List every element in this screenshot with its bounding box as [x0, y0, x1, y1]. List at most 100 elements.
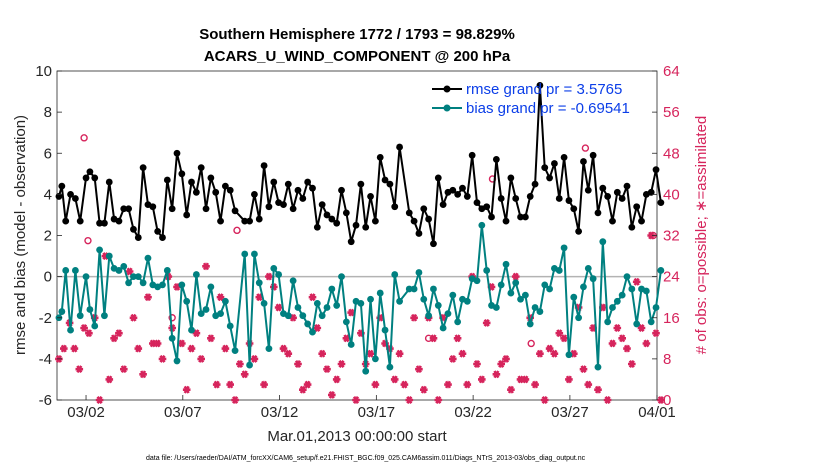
assimilated-marker [497, 360, 505, 368]
bias-point [647, 318, 655, 326]
bias-point [221, 297, 229, 305]
y-right-tick-label: 32 [663, 228, 680, 245]
assimilated-marker [308, 293, 317, 302]
y-left-tick-label: 4 [44, 186, 52, 203]
bias-point [270, 265, 278, 272]
assimilated-marker [303, 380, 312, 389]
rmse-point [425, 215, 433, 223]
assimilated-marker [415, 365, 423, 374]
rmse-point [604, 193, 612, 200]
rmse-point [163, 176, 171, 184]
bias-point [425, 312, 433, 320]
assimilated-marker [453, 334, 462, 343]
bias-point [231, 347, 239, 355]
bias-point [376, 289, 384, 297]
assimilated-marker [507, 385, 515, 394]
assimilated-marker [390, 375, 399, 384]
rmse-point [168, 205, 176, 213]
assimilated-marker [623, 344, 631, 353]
assimilated-marker [110, 334, 118, 343]
bias-point [381, 326, 389, 334]
assimilated-marker [555, 329, 564, 338]
bias-point [575, 314, 583, 322]
bias-point [580, 283, 587, 291]
assimilated-marker [134, 344, 143, 353]
rmse-point [381, 176, 389, 184]
y-axis-left-label: rmse and bias (model - observation) [12, 115, 29, 355]
x-tick-label: 03/07 [164, 404, 202, 421]
assimilated-marker [540, 396, 549, 404]
bias-point [217, 310, 224, 318]
bias-point [609, 304, 616, 311]
rmse-point [483, 203, 491, 211]
rmse-point [396, 143, 403, 151]
rmse-point [192, 188, 200, 196]
rmse-point [270, 178, 278, 186]
x-tick-label: 03/12 [261, 404, 299, 421]
assimilated-marker [178, 339, 186, 348]
bias-point [226, 322, 234, 330]
assimilated-marker [212, 380, 221, 389]
rmse-point [130, 225, 137, 233]
bias-point [415, 269, 423, 276]
x-tick-label: 03/27 [551, 404, 589, 421]
rmse-point [221, 182, 229, 190]
rmse-point [405, 209, 413, 217]
bias-point [139, 279, 147, 287]
rmse-point [371, 217, 379, 225]
assimilated-marker [95, 396, 104, 404]
y-left-tick-label: -2 [39, 310, 52, 327]
assimilated-marker [444, 380, 452, 389]
rmse-point [217, 217, 224, 225]
rmse-point [410, 217, 418, 225]
bias-point [284, 312, 292, 320]
bias-point [454, 318, 462, 326]
bias-point [197, 310, 205, 318]
rmse-point [241, 217, 249, 225]
rmse-point [488, 213, 495, 221]
bias-point [633, 320, 641, 328]
assimilated-marker [613, 324, 622, 332]
assimilated-marker [332, 375, 341, 384]
rmse-point [231, 207, 239, 215]
assimilated-marker [449, 354, 457, 363]
rmse-point [58, 182, 66, 190]
assimilated-marker [202, 262, 210, 271]
rmse-series-layer [55, 81, 665, 248]
rmse-point [367, 193, 374, 200]
bias-point [173, 357, 181, 365]
rmse-point [521, 213, 529, 221]
y-left-tick-label: -6 [39, 392, 52, 409]
bias-point [192, 271, 200, 278]
rmse-point [115, 217, 123, 225]
rmse-point [391, 203, 399, 211]
bias-point [642, 287, 650, 295]
assimilated-marker [400, 380, 409, 389]
assimilated-marker [352, 396, 360, 404]
rmse-point [541, 164, 549, 172]
assimilated-marker [536, 349, 544, 358]
y-right-tick-label: 56 [663, 104, 680, 121]
assimilated-marker [618, 334, 626, 343]
assimilated-marker [657, 396, 665, 404]
bias-point [546, 285, 553, 293]
bias-point [502, 260, 510, 268]
rmse-point [565, 197, 573, 204]
x-tick-label: 03/22 [454, 404, 492, 421]
bias-point [492, 304, 500, 311]
x-tick-label: 04/01 [638, 404, 676, 421]
assimilated-marker [187, 344, 196, 353]
rmse-point [134, 234, 142, 241]
assimilated-marker [637, 324, 646, 332]
rmse-point [357, 180, 365, 188]
rmse-point [449, 186, 457, 194]
bias-point [168, 334, 176, 342]
assimilated-marker [652, 329, 660, 338]
bias-point [497, 281, 505, 289]
bias-point [125, 279, 133, 287]
assimilated-marker [105, 375, 114, 384]
rmse-point [139, 164, 147, 172]
rmse-point [386, 180, 394, 188]
bias-point [207, 283, 215, 291]
bias-point [507, 289, 515, 297]
